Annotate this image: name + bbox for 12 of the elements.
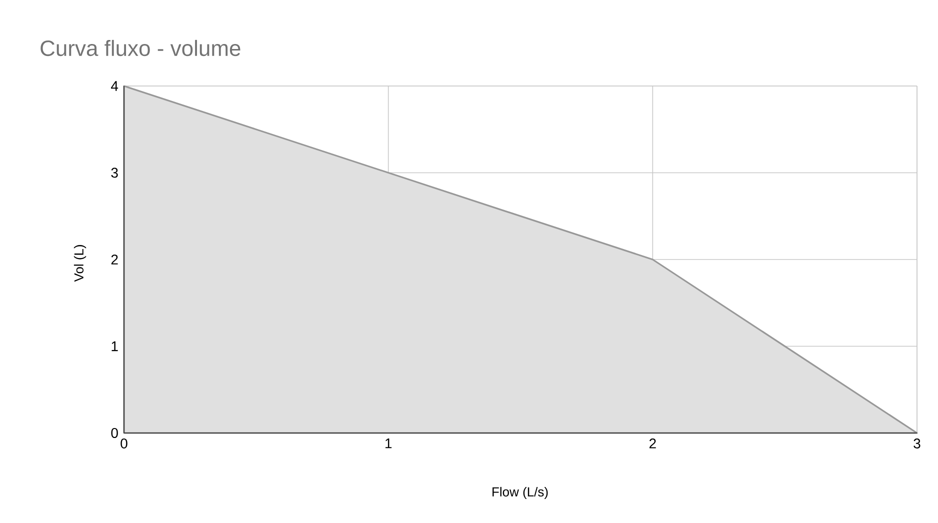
x-tick-label: 0 (120, 438, 128, 448)
chart-title: Curva fluxo - volume (40, 40, 240, 56)
x-tick-label: 2 (649, 438, 656, 448)
y-axis-title: Vol (L) (74, 245, 86, 282)
y-tick-label: 2 (111, 254, 118, 264)
x-tick-label: 3 (914, 438, 920, 448)
y-tick-label: 4 (110, 81, 118, 91)
x-tick-label: 1 (386, 438, 392, 448)
y-tick-label: 1 (112, 341, 118, 352)
x-axis-title: Flow (L/s) (492, 486, 548, 500)
y-tick-label: 0 (111, 428, 118, 438)
y-tick-label: 3 (111, 168, 118, 178)
